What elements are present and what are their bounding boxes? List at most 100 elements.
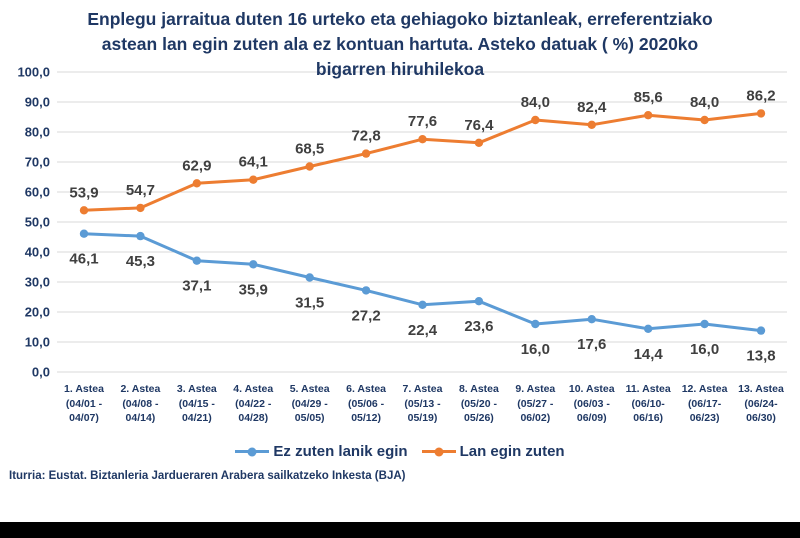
x-axis-category-label: 7. Astea (05/13 - 05/19) (393, 382, 453, 426)
data-label: 27,2 (351, 307, 380, 324)
data-label: 85,6 (634, 89, 663, 106)
y-axis-tick-label: 60,0 (25, 185, 50, 200)
data-point (136, 203, 145, 213)
x-axis-category-line: 04/28) (238, 412, 269, 424)
x-axis-category-line: 1. Astea (64, 383, 104, 395)
x-axis-category-line: 8. Astea (458, 383, 499, 395)
x-axis-category-line: 05/05) (294, 412, 325, 424)
data-point (192, 179, 202, 188)
data-point (700, 115, 709, 125)
data-label: 13,8 (746, 348, 775, 365)
x-axis-category-line: 6. Astea (346, 383, 387, 395)
blue-dot-icon (247, 447, 257, 456)
chart-title-line-3: bigarren hiruhilekoa (315, 59, 485, 79)
x-axis-category-label: 5. Astea (04/29 - 05/05) (280, 382, 340, 426)
data-point (700, 319, 709, 329)
x-axis-category-line: (05/13 - (404, 397, 441, 410)
x-axis-category-line: (04/01 - (65, 397, 103, 410)
x-axis-category-label: 9. Astea (05/27 - 06/02) (505, 382, 565, 426)
data-point (643, 324, 653, 333)
x-axis-category-label: 13. Astea (06/24- 06/30) (731, 382, 791, 426)
y-axis-tick-label: 0,0 (32, 365, 50, 380)
y-axis-tick-label: 90,0 (25, 95, 50, 110)
x-axis-category-line: 06/09) (576, 412, 607, 424)
chart-title-line-2: astean lan egin zuten ala ez kontuan har… (101, 34, 699, 54)
x-axis-category-line: 7. Astea (402, 383, 443, 395)
data-label: 31,5 (295, 295, 324, 312)
data-label: 84,0 (690, 94, 719, 111)
y-axis-tick-label: 20,0 (25, 305, 50, 320)
blue-line-marker-icon (235, 447, 270, 456)
legend-item-lan-egin-zuten: Lan egin zuten (421, 443, 565, 460)
data-point (305, 162, 314, 171)
x-axis-labels: 1. Astea (04/01 - 04/07) 2. Astea (04/08 - 04… (0, 382, 800, 434)
data-point (474, 138, 484, 147)
x-axis-category-label: 6. Astea (05/06 - 05/12) (336, 382, 396, 426)
data-label: 17,6 (577, 336, 606, 353)
x-axis-category-line: 06/23) (689, 412, 720, 424)
data-label: 76,4 (464, 117, 494, 134)
x-axis-category-line: (05/20 - (460, 397, 497, 410)
y-axis-tick-label: 50,0 (25, 215, 50, 230)
y-axis-tick-label: 70,0 (25, 155, 50, 170)
x-axis-category-label: 2. Astea (04/08 - 04/14) (110, 382, 170, 426)
data-label: 23,6 (464, 318, 493, 335)
data-point (361, 149, 371, 158)
x-axis-category-line: 11. Astea (625, 383, 671, 395)
x-axis-category-label: 10. Astea (06/03 - 06/09) (562, 382, 622, 426)
data-label: 64,1 (239, 154, 268, 171)
y-axis-tick-label: 10,0 (25, 335, 50, 350)
data-label: 35,9 (239, 281, 268, 298)
data-label: 16,0 (521, 341, 550, 358)
x-axis-category-line: 3. Astea (176, 383, 217, 395)
x-axis-category-line: (04/08 - (122, 397, 159, 410)
x-axis-category-line: (06/10- (631, 397, 665, 410)
y-axis-tick-label: 40,0 (25, 245, 50, 260)
x-axis-category-line: 06/02) (520, 412, 551, 424)
data-point (643, 111, 653, 120)
x-axis-category-line: (06/17- (687, 397, 722, 410)
x-axis-category-label: 4. Astea (04/22 - 04/28) (223, 382, 283, 426)
x-axis-category-line: 05/26) (464, 412, 494, 424)
data-point (531, 115, 540, 125)
chart-legend: Ez zuten lanik egin Lan egin zuten (0, 443, 800, 460)
data-label: 86,2 (746, 87, 775, 104)
data-point (249, 260, 258, 269)
data-label: 46,1 (69, 251, 98, 268)
data-point (192, 256, 202, 265)
x-axis-category-line: 5. Astea (289, 383, 330, 395)
data-point (249, 175, 258, 184)
orange-line-marker-icon (421, 447, 456, 456)
x-axis-category-line: 2. Astea (120, 383, 161, 395)
x-axis-category-line: (06/03 - (573, 397, 610, 410)
bottom-black-bar (0, 522, 800, 538)
x-axis-category-line: 9. Astea (515, 383, 556, 395)
x-axis-category-line: 04/14) (125, 412, 156, 424)
legend-item-ez-zuten-lanik-egin: Ez zuten lanik egin (235, 443, 408, 460)
data-label: 37,1 (182, 278, 211, 295)
x-axis-category-line: 06/16) (633, 412, 664, 424)
orange-dot-icon (434, 447, 444, 456)
x-axis-category-line: 04/07) (69, 412, 99, 424)
chart-title: Enplegu jarraitua duten 16 urteko eta ge… (0, 7, 800, 82)
x-axis-category-label: 8. Astea (05/20 - 05/26) (449, 382, 509, 426)
source-note: Iturria: Eustat. Biztanleria Jardueraren… (9, 470, 406, 482)
data-label: 84,0 (521, 94, 550, 111)
data-label: 82,4 (577, 99, 607, 116)
data-label: 77,6 (408, 113, 437, 130)
x-axis-category-line: (04/15 - (178, 397, 215, 410)
data-point (474, 297, 484, 306)
x-axis-category-label: 1. Astea (04/01 - 04/07) (54, 382, 114, 426)
x-axis-category-line: (04/29 - (291, 397, 328, 410)
x-axis-category-line: 06/30) (746, 412, 776, 424)
legend-label-orange: Lan egin zuten (459, 443, 565, 460)
data-point (79, 229, 89, 238)
data-point (136, 231, 145, 241)
data-point (756, 326, 766, 335)
x-axis-category-line: 05/12) (351, 412, 381, 424)
x-axis-category-line: (04/22 - (235, 397, 272, 410)
x-axis-category-label: 11. Astea (06/10- 06/16) (618, 382, 678, 426)
data-point (418, 300, 427, 309)
x-axis-category-line: 13. Astea (738, 383, 784, 395)
